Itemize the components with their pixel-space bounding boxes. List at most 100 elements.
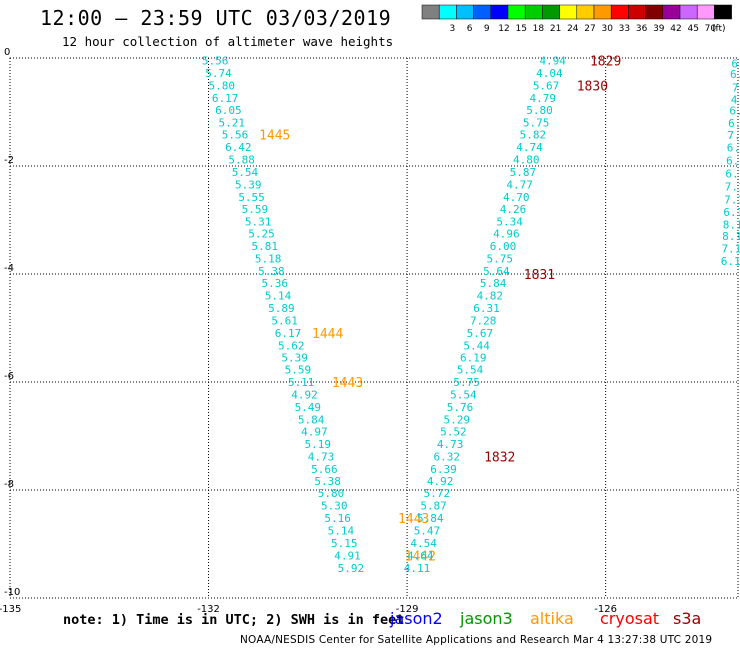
swh-value: 5.80: [526, 104, 553, 117]
pass-time-label: 1444: [312, 327, 343, 342]
pass-time-label: 1443: [398, 512, 429, 527]
swh-value: 6.1: [725, 168, 740, 181]
pass-time-label: 1832: [484, 451, 515, 466]
y-tick-label: -4: [4, 263, 14, 274]
swh-value: 6.42: [225, 141, 252, 154]
swh-value: 4.64: [407, 549, 434, 562]
scale-tick-label: 27: [584, 24, 595, 34]
pass-time-label: 1830: [577, 80, 608, 95]
swh-value: 5.75: [523, 116, 550, 129]
swh-value: 7.2: [732, 82, 740, 95]
swh-value: 5.39: [235, 178, 262, 191]
scale-tick-label: 33: [619, 24, 630, 34]
swh-value: 5.92: [338, 562, 365, 575]
swh-value: 5.81: [252, 240, 279, 253]
swh-value: 6.0: [728, 117, 740, 130]
scale-tick-label: 6: [467, 24, 473, 34]
swh-value: 7.1: [725, 181, 740, 194]
swh-value: 5.74: [205, 67, 232, 80]
swh-value: 5.34: [496, 216, 523, 229]
x-tick-label: -135: [0, 604, 21, 615]
swh-value: 4.73: [437, 438, 464, 451]
credit-line: NOAA/NESDIS Center for Satellite Applica…: [240, 634, 713, 646]
scale-tick-label: 24: [567, 24, 579, 34]
swh-value: 5.54: [232, 166, 259, 179]
swh-value: 6.4: [727, 142, 740, 155]
swh-value: 5.76: [447, 401, 474, 414]
scale-tick-label: 15: [515, 24, 526, 34]
swh-value: 6.32: [434, 451, 461, 464]
x-tick-label: -129: [396, 604, 419, 615]
swh-value: 4.70: [503, 191, 530, 204]
swh-value: 5.88: [228, 154, 255, 167]
x-tick-label: -132: [197, 604, 220, 615]
chart-subtitle: 12 hour collection of altimeter wave hei…: [62, 34, 394, 49]
legend-cryosat: cryosat: [600, 609, 660, 628]
plot-frame: [9, 57, 739, 599]
swh-value: 4.77: [506, 178, 533, 191]
swh-value: 5.25: [248, 228, 275, 241]
swh-value: 5.38: [258, 265, 285, 278]
swh-value: 5.75: [486, 252, 513, 265]
swh-value: 5.59: [285, 364, 312, 377]
swh-value: 4.54: [410, 537, 437, 550]
swh-value: 4.04: [536, 67, 563, 80]
chart-title: 12:00 – 23:59 UTC 03/03/2019: [40, 6, 392, 30]
swh-value: 4.79: [530, 92, 557, 105]
swh-value: 5.56: [202, 55, 229, 68]
swh-value: 5.59: [242, 203, 269, 216]
scale-tick-label: 42: [670, 24, 681, 34]
pass-time-label: 1831: [524, 268, 555, 283]
scale-unit-label: (ft): [712, 24, 726, 34]
footnote: note: 1) Time is in UTC; 2) SWH is in fe…: [63, 612, 405, 628]
swh-value: 5.21: [218, 116, 245, 129]
scale-tick-label: 45: [687, 24, 698, 34]
swh-value: 4.82: [477, 290, 504, 303]
swh-value: 5.19: [304, 438, 331, 451]
scale-tick-label: 21: [550, 24, 561, 34]
legend-s3a: s3a: [673, 609, 702, 628]
swh-value: 5.54: [450, 388, 477, 401]
swh-value: 5.29: [443, 413, 470, 426]
swh-value: 5.64: [483, 265, 510, 278]
swh-value: 5.87: [510, 166, 537, 179]
color-scale: 3 6 9 12 15 18 21 24 27 30 33 36 39 42 45 70(ft): [421, 4, 732, 34]
swh-value: 5.75: [453, 376, 480, 389]
swh-value: 5.66: [311, 463, 338, 476]
swh-value: 6.1: [723, 206, 740, 219]
swh-value: 7.1: [721, 243, 740, 256]
pass-time-label: 1442: [405, 549, 436, 564]
swh-value: 6.19: [460, 352, 487, 365]
swh-value: 4.80: [513, 154, 540, 167]
y-tick-label: -2: [4, 155, 14, 166]
swh-value: 4.97: [301, 426, 328, 439]
swh-value: 5.84: [480, 277, 507, 290]
swh-value: 6.31: [473, 302, 500, 315]
swh-value: 5.80: [209, 80, 236, 93]
swh-value: 6.17: [275, 327, 302, 340]
scale-tick-label: 3: [450, 24, 456, 34]
swh-value: 5.36: [261, 277, 288, 290]
swh-value: 5.52: [440, 426, 467, 439]
y-tick-label: -8: [4, 479, 14, 490]
swh-value: 4.11: [404, 562, 431, 575]
swh-value: 5.30: [321, 500, 348, 513]
swh-value: 5.11: [288, 376, 315, 389]
scale-tick-label: 12: [498, 24, 509, 34]
swh-value: 5.62: [278, 339, 305, 352]
swh-value: 5.72: [424, 487, 451, 500]
swh-value: 5.82: [520, 129, 547, 142]
swh-value: 4.9: [731, 94, 740, 107]
swh-value: 5.39: [281, 352, 308, 365]
scale-tick-label: 30: [601, 24, 613, 34]
swh-value: 6.1: [726, 155, 740, 168]
swh-value: 5.56: [222, 129, 249, 142]
y-tick-label: -10: [4, 587, 20, 598]
swh-value: 5.49: [295, 401, 322, 414]
swh-value: 6.17: [212, 92, 239, 105]
pass-time-label: 1443: [332, 376, 363, 391]
scale-tick-label: 36: [636, 24, 648, 34]
swh-value: 6.05: [215, 104, 242, 117]
swh-value: 5.15: [331, 537, 358, 550]
